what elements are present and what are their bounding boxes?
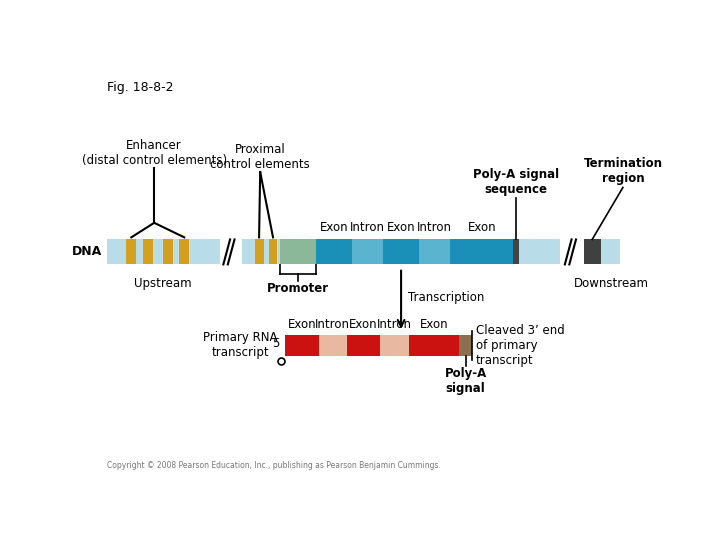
Text: Exon: Exon xyxy=(288,318,316,331)
Text: Proximal
control elements: Proximal control elements xyxy=(210,143,310,171)
Text: Exon: Exon xyxy=(420,318,449,331)
Bar xyxy=(409,335,459,356)
Bar xyxy=(513,239,518,265)
Text: Copyright © 2008 Pearson Education, Inc., publishing as Pearson Benjamin Cumming: Copyright © 2008 Pearson Education, Inc.… xyxy=(107,461,441,470)
Bar xyxy=(220,238,238,266)
Bar xyxy=(518,239,560,265)
Text: Primary RNA
transcript: Primary RNA transcript xyxy=(204,332,278,360)
Bar xyxy=(143,239,153,265)
Bar xyxy=(347,335,380,356)
Bar xyxy=(269,239,277,265)
Bar xyxy=(163,239,173,265)
Bar xyxy=(242,239,280,265)
Text: Upstream: Upstream xyxy=(134,277,192,290)
Text: Transcription: Transcription xyxy=(408,291,484,304)
Bar xyxy=(255,239,264,265)
Text: Exon: Exon xyxy=(468,221,496,234)
Bar xyxy=(562,238,580,266)
Text: Exon: Exon xyxy=(387,221,415,234)
Bar xyxy=(419,239,450,265)
Bar xyxy=(179,239,189,265)
Bar xyxy=(280,239,316,265)
Bar xyxy=(316,239,352,265)
Text: DNA: DNA xyxy=(72,245,102,259)
Text: Exon: Exon xyxy=(320,221,348,234)
Text: Cleaved 3’ end
of primary
transcript: Cleaved 3’ end of primary transcript xyxy=(476,324,565,367)
Text: Downstream: Downstream xyxy=(575,277,649,290)
Text: Exon: Exon xyxy=(349,318,378,331)
Bar xyxy=(107,239,227,265)
Bar xyxy=(383,239,419,265)
Text: Termination
region: Termination region xyxy=(583,157,662,185)
Bar xyxy=(459,335,472,356)
Bar xyxy=(600,239,620,265)
Text: Intron: Intron xyxy=(377,318,412,331)
Bar xyxy=(380,335,409,356)
Text: 5: 5 xyxy=(272,337,279,350)
Text: Poly-A
signal: Poly-A signal xyxy=(444,367,487,395)
Bar xyxy=(352,239,383,265)
Text: Poly-A signal
sequence: Poly-A signal sequence xyxy=(473,168,559,196)
Bar xyxy=(126,239,136,265)
Text: Enhancer
(distal control elements): Enhancer (distal control elements) xyxy=(81,139,227,167)
Bar xyxy=(584,239,600,265)
Text: Promoter: Promoter xyxy=(267,282,329,295)
Text: Intron: Intron xyxy=(315,318,350,331)
Text: Intron: Intron xyxy=(417,221,452,234)
Bar xyxy=(285,335,319,356)
Bar xyxy=(319,335,346,356)
Text: Intron: Intron xyxy=(350,221,385,234)
Text: Fig. 18-8-2: Fig. 18-8-2 xyxy=(107,82,174,94)
Bar xyxy=(450,239,514,265)
